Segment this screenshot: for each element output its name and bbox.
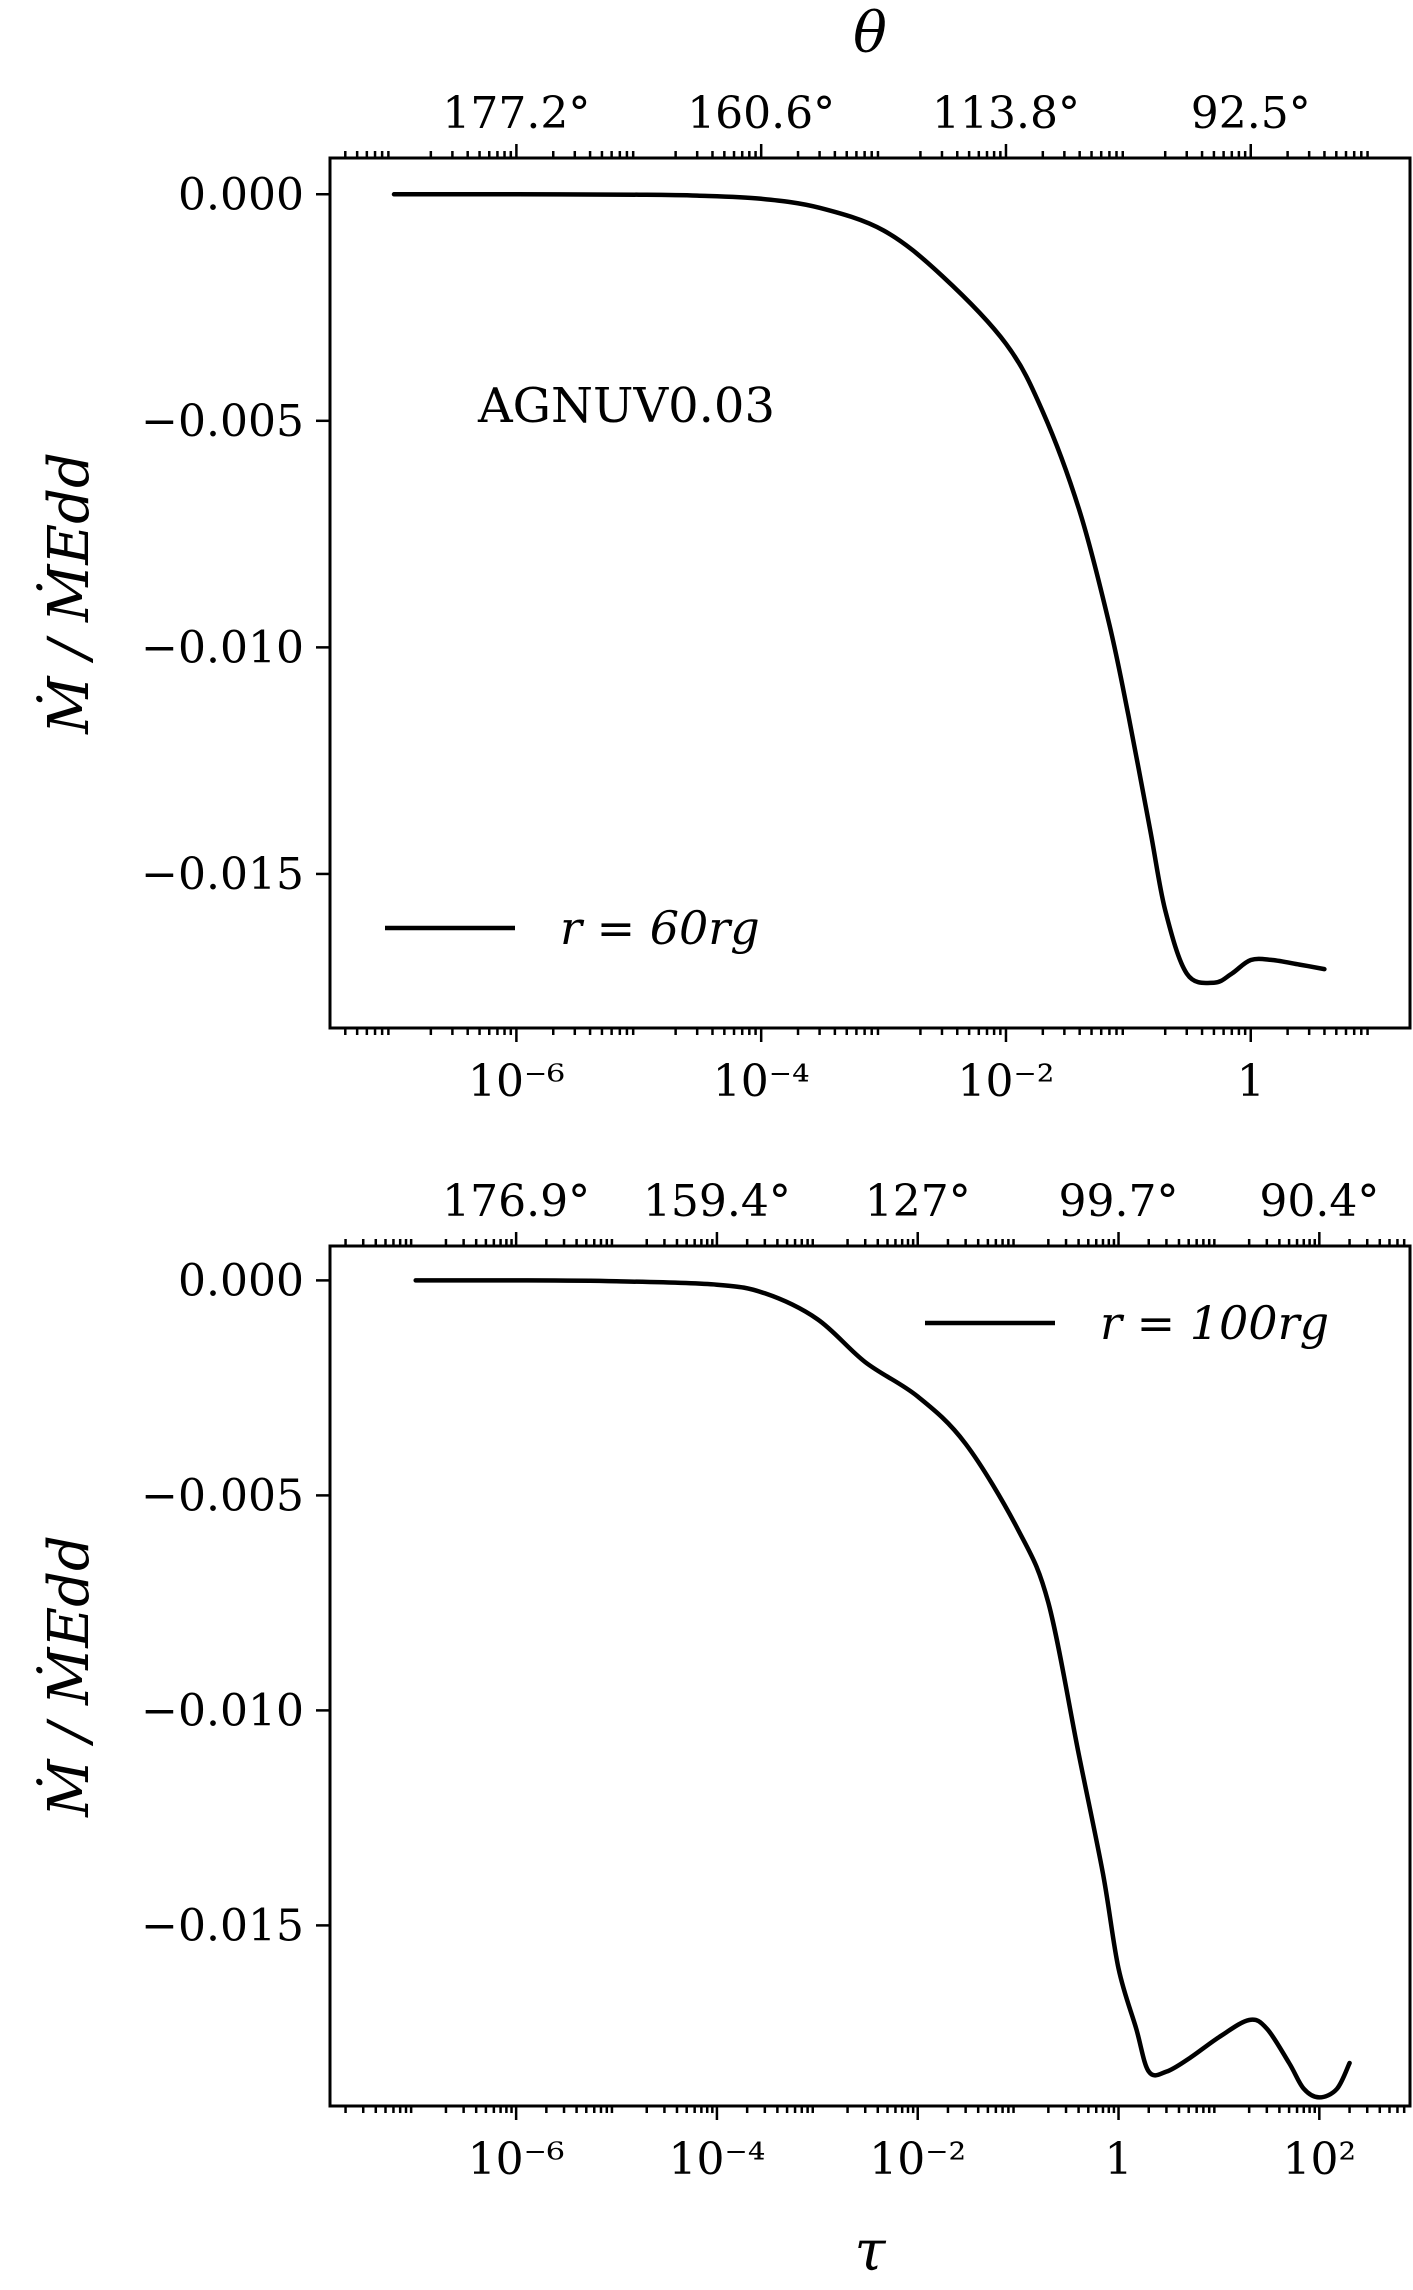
top-panel-ticks: 10⁻⁶ 10⁻⁴ 10⁻² 1 177.2° 160.6° 113.8° 92.5° 0.00… — [141, 88, 1369, 1107]
top-plot-frame — [328, 156, 1412, 1030]
top-theta-tick-label: 92.5° — [1191, 88, 1311, 139]
bottom-x-tick-label: 10² — [1283, 2134, 1357, 2185]
top-panel-theta-label: θ — [853, 1, 887, 66]
top-y-tick-label: −0.005 — [141, 396, 304, 447]
bottom-x-tick-label: 1 — [1105, 2134, 1133, 2185]
bottom-panel-legend: r = 100rg — [925, 1296, 1329, 1350]
top-y-tick-label: −0.015 — [141, 849, 304, 900]
bottom-series-line-0 — [413, 1278, 1352, 2100]
bottom-x-tick-label: 10⁻⁴ — [668, 2134, 765, 2185]
top-theta-tick-label: 160.6° — [687, 88, 835, 139]
top-theta-tick-label: 177.2° — [442, 88, 590, 139]
bottom-y-tick-label: −0.015 — [141, 1900, 304, 1951]
top-panel-legend: r = 60rg — [385, 901, 760, 955]
top-panel-y-axis-label: Ṁ / ṀEdd — [36, 452, 102, 735]
top-x-tick-label: 10⁻² — [958, 1056, 1055, 1107]
bottom-panel-ticks: 10⁻⁶ 10⁻⁴ 10⁻² 1 10² 176.9° 159.4° 127° 99.7° 90.… — [141, 1176, 1406, 2185]
top-y-tick-label: −0.010 — [141, 622, 304, 673]
bottom-x-tick-label: 10⁻² — [869, 2134, 966, 2185]
bottom-plot-frame — [328, 1244, 1412, 2108]
bottom-theta-tick-label: 159.4° — [643, 1176, 791, 1227]
bottom-panel: τ Ṁ / ṀEdd r = 100rg 10⁻⁶ 10⁻⁴ 10⁻² 1 10² 176… — [36, 1176, 1412, 2284]
bottom-panel-y-axis-label: Ṁ / ṀEdd — [36, 1535, 102, 1818]
top-x-tick-label: 10⁻⁶ — [468, 1056, 565, 1107]
bottom-theta-tick-label: 90.4° — [1259, 1176, 1379, 1227]
bottom-y-tick-label: −0.010 — [141, 1685, 304, 1736]
bottom-theta-tick-label: 99.7° — [1059, 1176, 1179, 1227]
top-x-tick-label: 10⁻⁴ — [713, 1056, 810, 1107]
bottom-x-tick-label: 10⁻⁶ — [468, 2134, 565, 2185]
top-series-line-0 — [391, 192, 1327, 986]
model-annotation: AGNUV0.03 — [477, 378, 775, 434]
top-x-tick-label: 1 — [1237, 1056, 1265, 1107]
top-panel: θ Ṁ / ṀEdd AGNUV0.03 r = 60rg 10⁻⁶ 10⁻⁴ 10… — [36, 1, 1412, 1107]
top-legend-label: r = 60rg — [560, 901, 760, 955]
bottom-theta-tick-label: 176.9° — [442, 1176, 590, 1227]
bottom-legend-label: r = 100rg — [1100, 1296, 1329, 1350]
bottom-y-tick-label: 0.000 — [178, 1255, 304, 1306]
top-y-tick-label: 0.000 — [178, 169, 304, 220]
bottom-panel-x-axis-label: τ — [855, 2219, 887, 2284]
bottom-theta-tick-label: 127° — [865, 1176, 971, 1227]
bottom-y-tick-label: −0.005 — [141, 1470, 304, 1521]
top-theta-tick-label: 113.8° — [932, 88, 1080, 139]
